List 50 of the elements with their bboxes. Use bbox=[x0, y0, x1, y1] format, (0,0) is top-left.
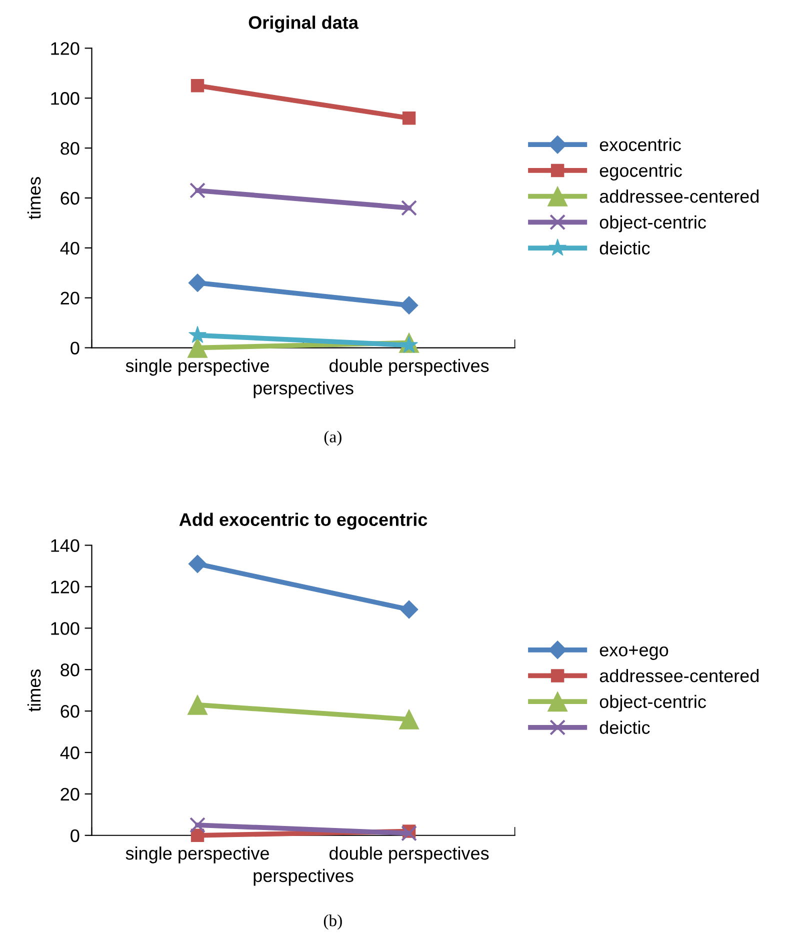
y-tick-label: 60 bbox=[60, 704, 80, 718]
x-axis-title: perspectives bbox=[254, 381, 354, 398]
y-tick-label: 80 bbox=[60, 664, 80, 676]
legend-label: exocentric bbox=[600, 138, 681, 152]
point bbox=[398, 709, 420, 730]
point bbox=[188, 274, 207, 292]
y-axis-title: times bbox=[27, 669, 41, 712]
legend-label: addressee-centered bbox=[600, 668, 759, 682]
y-tick-label: 140 bbox=[51, 539, 80, 552]
y-tick-label: 60 bbox=[60, 192, 80, 205]
y-axis-title: times bbox=[27, 177, 41, 220]
point bbox=[400, 296, 418, 315]
y-tick-label: 20 bbox=[60, 788, 80, 801]
chart-title: Add exocentric to egocentric bbox=[179, 512, 428, 530]
y-tick-label: 80 bbox=[60, 142, 80, 155]
y-tick-label: 120 bbox=[51, 42, 80, 55]
y-tick-label: 20 bbox=[60, 292, 80, 305]
point bbox=[401, 825, 418, 842]
point bbox=[187, 694, 208, 715]
x-tick-label: single perspective bbox=[126, 846, 269, 864]
point bbox=[188, 554, 207, 574]
chart-title: Original data bbox=[248, 16, 359, 33]
x-tick-label: double perspectives bbox=[330, 358, 489, 376]
point bbox=[187, 338, 208, 358]
y-tick-label: 40 bbox=[60, 242, 80, 255]
legend-label: exo+ego bbox=[600, 646, 668, 660]
legend-label: object-centric bbox=[600, 694, 706, 712]
legend-label: addressee-centered bbox=[600, 190, 759, 203]
point bbox=[190, 79, 204, 92]
point bbox=[190, 817, 206, 834]
y-tick-label: 0 bbox=[70, 829, 80, 842]
y-tick-label: 40 bbox=[60, 746, 80, 760]
legend-label: object-centric bbox=[600, 215, 706, 232]
point bbox=[401, 200, 418, 216]
point bbox=[402, 111, 416, 125]
legend-label: egocentric bbox=[600, 164, 682, 181]
x-axis-title: perspectives bbox=[254, 868, 354, 886]
legend-label: deictic bbox=[600, 720, 650, 734]
y-tick-label: 100 bbox=[51, 622, 80, 635]
y-tick-label: 120 bbox=[51, 580, 80, 594]
y-tick-label: 0 bbox=[70, 342, 80, 354]
text: (a) bbox=[324, 430, 342, 446]
point bbox=[400, 600, 418, 619]
x-tick-label: double perspectives bbox=[330, 846, 489, 864]
y-tick-label: 100 bbox=[51, 92, 80, 105]
x-tick-label: single perspective bbox=[126, 358, 269, 376]
text: (b) bbox=[324, 914, 342, 930]
legend-label: deictic bbox=[600, 241, 650, 255]
point bbox=[188, 326, 206, 343]
point bbox=[190, 182, 206, 198]
